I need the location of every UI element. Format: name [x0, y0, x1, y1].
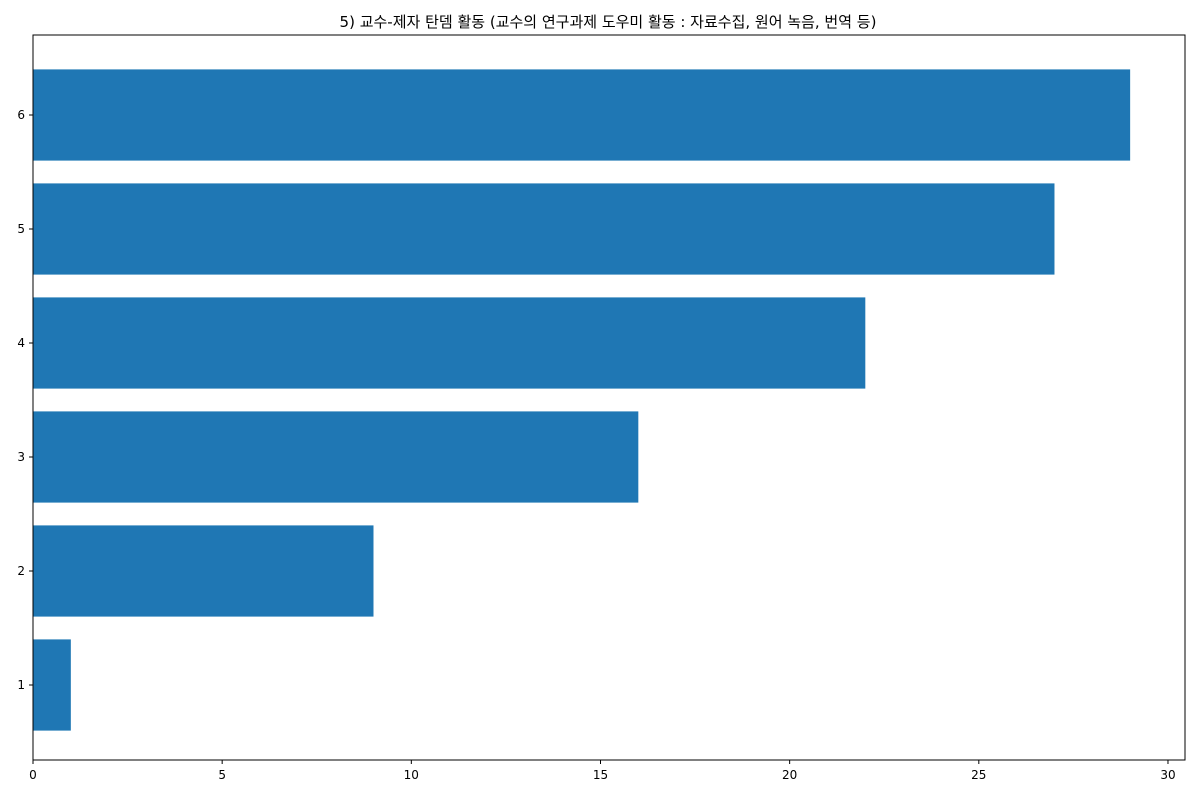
chart-title: 5) 교수-제자 탄뎀 활동 (교수의 연구과제 도우미 활동 : 자료수집, …	[340, 13, 877, 31]
bar-2	[33, 525, 374, 617]
x-tick-label-0: 0	[29, 768, 37, 782]
x-tick-label-30: 30	[1160, 768, 1175, 782]
bars-group	[33, 69, 1131, 731]
x-tick-label-15: 15	[593, 768, 608, 782]
y-tick-label-2: 2	[17, 564, 25, 578]
y-tick-label-1: 1	[17, 678, 25, 692]
x-tick-label-5: 5	[218, 768, 226, 782]
y-tick-label-4: 4	[17, 336, 25, 350]
x-tick-label-10: 10	[404, 768, 419, 782]
y-tick-label-6: 6	[17, 108, 25, 122]
x-tick-label-20: 20	[782, 768, 797, 782]
bar-6	[33, 69, 1131, 161]
x-tick-label-25: 25	[971, 768, 986, 782]
bar-4	[33, 297, 866, 389]
bar-1	[33, 639, 71, 731]
bar-3	[33, 411, 639, 503]
y-axis: 1 2 3 4 5 6	[17, 108, 33, 692]
y-tick-label-5: 5	[17, 222, 25, 236]
x-axis: 0 5 10 15 20 25 30	[29, 760, 1176, 782]
y-tick-label-3: 3	[17, 450, 25, 464]
plot-frame	[32, 34, 1186, 761]
bar-5	[33, 183, 1055, 275]
